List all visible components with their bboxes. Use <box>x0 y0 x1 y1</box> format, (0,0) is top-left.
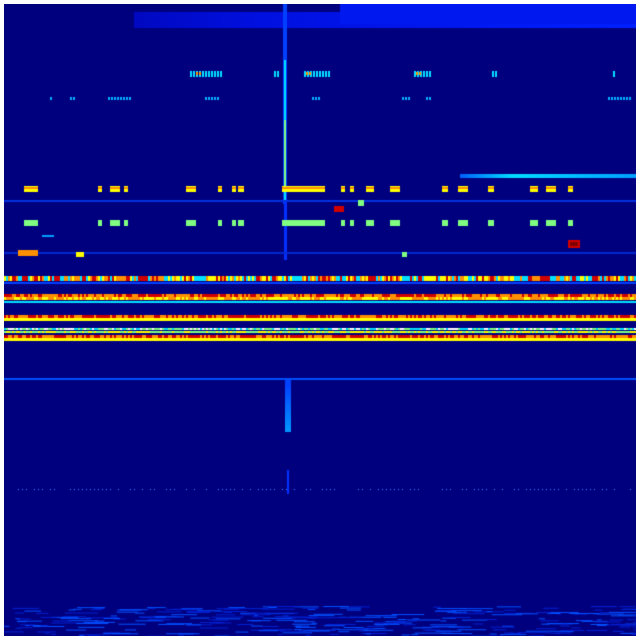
spectrogram-image <box>4 4 636 636</box>
spectrogram-canvas <box>4 4 636 636</box>
